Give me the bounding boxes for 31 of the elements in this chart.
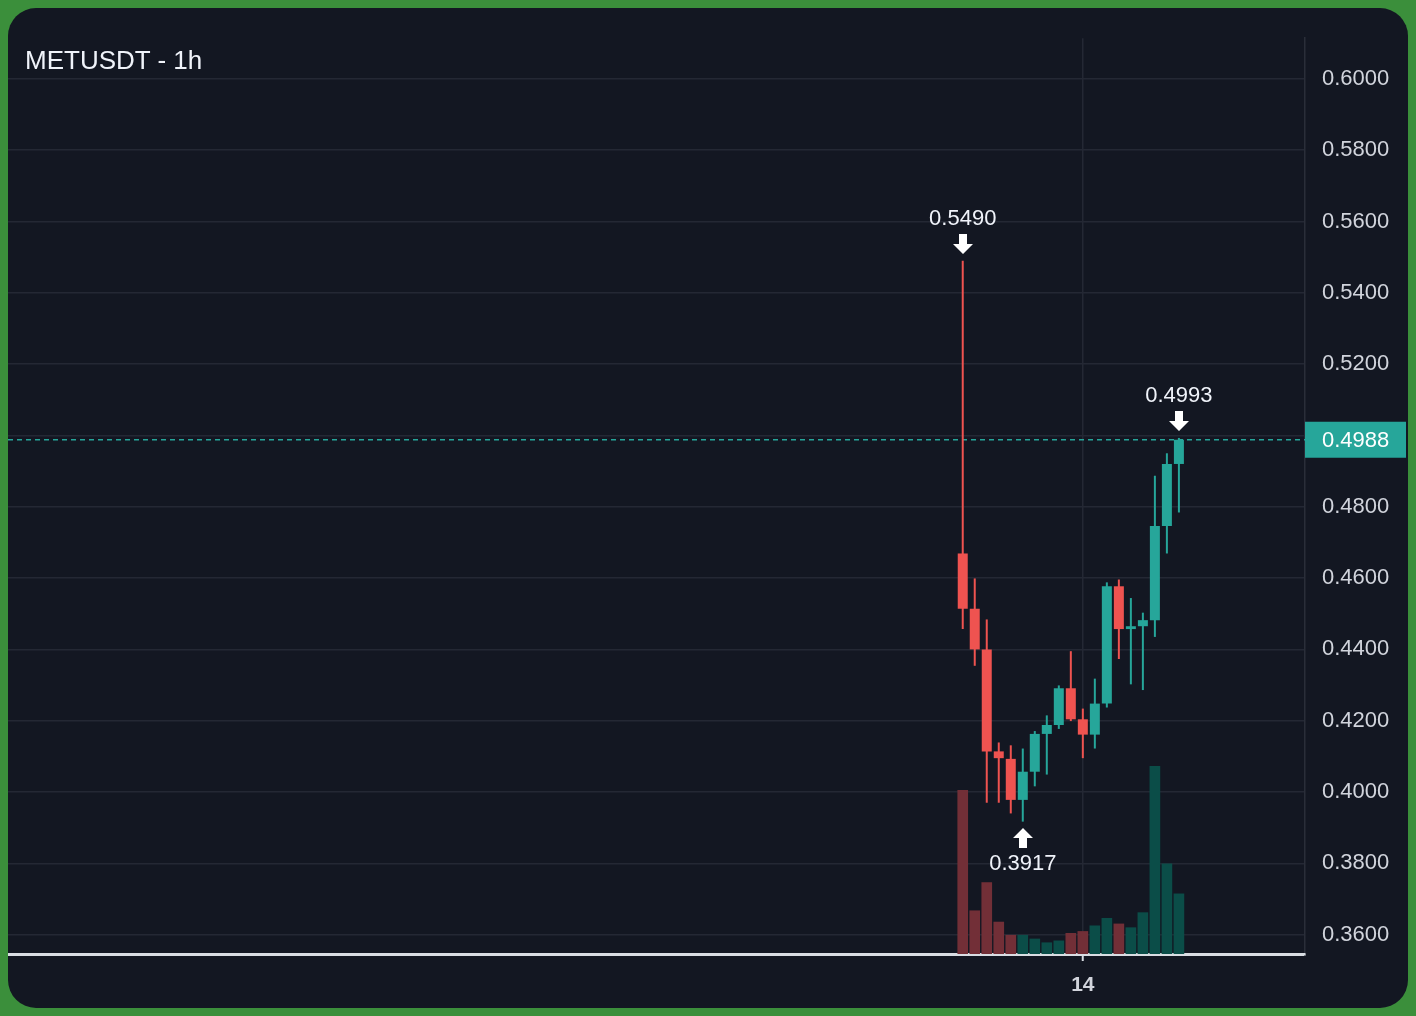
- bar: [1149, 766, 1161, 954]
- y-tick-label: 0.4000: [1322, 778, 1390, 804]
- y-tick-label: 0.5200: [1322, 350, 1390, 376]
- bar: [1161, 863, 1173, 954]
- candlestick: [1041, 714, 1052, 776]
- bar: [1101, 917, 1113, 954]
- bar: [1089, 925, 1101, 954]
- annotation: 0.5490: [929, 204, 997, 230]
- y-tick-label: 0.5400: [1322, 278, 1390, 304]
- y-tick-label: 0.5800: [1322, 136, 1390, 162]
- bar: [1125, 927, 1137, 954]
- y-tick-label: 0.6000: [1322, 64, 1390, 90]
- y-tick-label: 0.4400: [1322, 635, 1390, 661]
- y-tick-label: 0.4200: [1322, 706, 1390, 732]
- y-tick-label: 0.4600: [1322, 564, 1390, 590]
- y-tick-label: 0.3600: [1322, 920, 1390, 946]
- candlestick: [1077, 707, 1088, 760]
- ref-line-label: 0.4988: [1322, 426, 1390, 452]
- bar: [1173, 893, 1185, 954]
- chart-title: METUSDT - 1h: [25, 44, 203, 76]
- annotation: 0.3917: [989, 849, 1057, 875]
- y-tick-label: 0.3800: [1322, 849, 1390, 875]
- bar: [1137, 912, 1149, 954]
- candlestick: [1137, 611, 1148, 692]
- candlestick: [993, 741, 1004, 804]
- x-tick-label: 14: [1071, 972, 1095, 996]
- candlestick: [1125, 597, 1136, 686]
- bar: [1113, 923, 1125, 954]
- y-tick-label: 0.4800: [1322, 492, 1390, 518]
- y-tick-label: 0.5600: [1322, 207, 1390, 233]
- annotation: 0.4993: [1145, 382, 1213, 407]
